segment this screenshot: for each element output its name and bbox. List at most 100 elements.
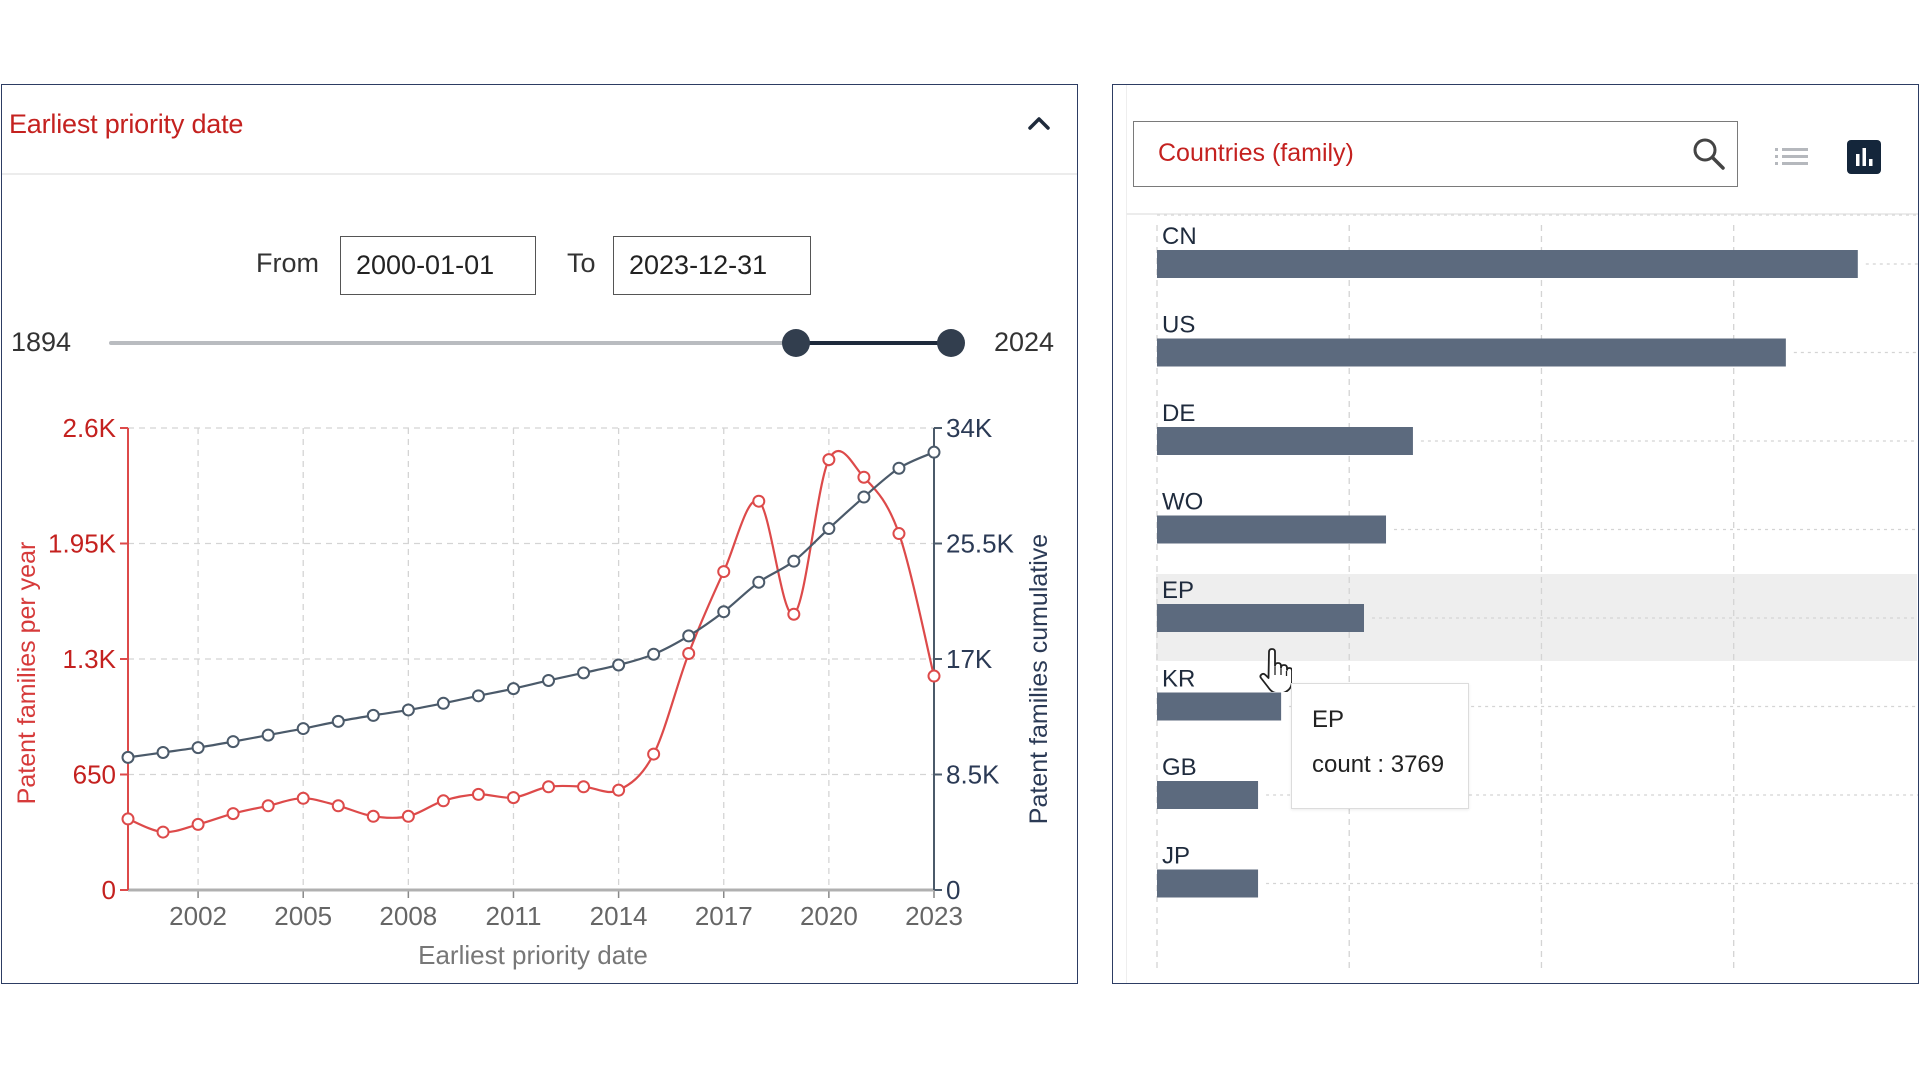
bar-wo [1157, 515, 1387, 544]
hand-pointer-cursor-icon [1259, 648, 1292, 692]
search-icon[interactable] [1691, 136, 1727, 172]
data-point-cumulative [752, 575, 766, 589]
bar-label: KR [1162, 666, 1195, 693]
bar-gb [1157, 781, 1259, 809]
x-tick-label: 2002 [169, 901, 227, 931]
y-tick-label: 1.3K [63, 644, 117, 674]
data-point-cumulative [261, 728, 275, 742]
data-point-cumulative [892, 461, 906, 475]
data-point-cumulative [366, 708, 380, 722]
x-tick-label: 2017 [695, 901, 753, 931]
panel-title: Earliest priority date [9, 109, 244, 139]
data-point-cumulative [612, 658, 626, 672]
data-point-per-year [156, 825, 170, 839]
data-point-per-year [121, 812, 135, 826]
bar-chart-view-icon[interactable] [1847, 140, 1881, 174]
data-point-cumulative [682, 629, 696, 643]
y2-axis-title: Patent families cumulative [1025, 534, 1053, 824]
bar-label: US [1162, 312, 1195, 339]
slider-end-handle[interactable] [937, 329, 965, 357]
y2-tick-label: 17K [946, 644, 993, 674]
data-point-per-year [787, 607, 801, 621]
bar-label: CN [1162, 223, 1197, 250]
to-date-input[interactable] [613, 236, 811, 295]
bar-kr [1157, 692, 1282, 721]
data-point-per-year [296, 791, 310, 805]
data-point-cumulative [331, 714, 345, 728]
bar-label: EP [1162, 577, 1194, 604]
data-point-per-year [647, 747, 661, 761]
list-view-icon[interactable] [1773, 142, 1813, 172]
earliest-priority-date-panel: Earliest priority date From To 1894 2024… [1, 84, 1078, 984]
data-point-cumulative [156, 745, 170, 759]
inner-card [1126, 85, 1918, 983]
data-point-cumulative [542, 673, 556, 687]
bar-tooltip: EP count : 3769 [1291, 683, 1469, 809]
data-point-cumulative [787, 554, 801, 568]
data-point-per-year [717, 565, 731, 579]
bar-label: JP [1162, 843, 1190, 870]
y2-tick-label: 0 [946, 875, 960, 905]
bar-label: GB [1162, 754, 1197, 781]
from-label: From [256, 248, 319, 278]
x-tick-label: 2008 [379, 901, 437, 931]
data-point-per-year [401, 809, 415, 823]
header-divider [2, 173, 1077, 175]
data-point-per-year [436, 794, 450, 808]
x-tick-label: 2023 [905, 901, 963, 931]
data-point-cumulative [226, 735, 240, 749]
data-point-per-year [471, 787, 485, 801]
data-point-per-year [682, 646, 696, 660]
search-placeholder: Countries (family) [1158, 139, 1354, 167]
data-point-per-year [331, 799, 345, 813]
bar-de [1157, 427, 1413, 455]
data-point-per-year [927, 669, 941, 683]
data-point-cumulative [717, 605, 731, 619]
tooltip-value: count : 3769 [1312, 751, 1445, 778]
data-point-cumulative [121, 750, 135, 764]
data-point-per-year [752, 494, 766, 508]
data-point-cumulative [471, 689, 485, 703]
date-range-slider-selection [795, 341, 951, 345]
slider-start-handle[interactable] [781, 329, 810, 357]
data-point-cumulative [506, 682, 520, 696]
data-point-cumulative [401, 703, 415, 717]
date-range-slider-track[interactable] [109, 341, 951, 345]
bar-label: WO [1162, 489, 1203, 516]
tooltip-title: EP [1312, 706, 1345, 733]
y2-tick-label: 8.5K [946, 760, 1000, 790]
data-point-cumulative [436, 696, 450, 710]
data-point-per-year [612, 783, 626, 797]
x-tick-label: 2005 [274, 901, 332, 931]
bar-us [1157, 338, 1786, 367]
slider-max-label: 2024 [994, 327, 1055, 357]
data-point-per-year [822, 453, 836, 467]
bar-jp [1157, 869, 1259, 898]
toolbar-divider [1126, 213, 1918, 215]
countries-family-panel: Countries (family) CN US DE WO EP KR GB JP EP c… [1112, 84, 1919, 984]
data-point-cumulative [577, 666, 591, 680]
series-line-cumulative [127, 451, 935, 759]
to-label: To [567, 248, 596, 278]
data-point-per-year [226, 807, 240, 821]
data-point-per-year [261, 799, 275, 813]
x-tick-label: 2020 [800, 901, 858, 931]
data-point-cumulative [191, 741, 205, 755]
y-tick-label: 0 [102, 875, 116, 905]
y2-tick-label: 25.5K [946, 529, 1015, 559]
countries-bar-chart: CN US DE WO EP KR GB JP [1156, 214, 1918, 973]
y-tick-label: 1.95K [48, 529, 117, 559]
bar-cn [1157, 250, 1858, 278]
from-date-input[interactable] [340, 236, 536, 295]
data-point-per-year [542, 780, 556, 794]
data-point-cumulative [647, 647, 661, 661]
y-tick-label: 650 [73, 760, 116, 790]
data-point-per-year [892, 527, 906, 541]
data-point-cumulative [822, 522, 836, 536]
countries-search-field[interactable]: Countries (family) [1133, 121, 1738, 187]
chevron-up-icon[interactable] [1025, 111, 1053, 135]
data-point-cumulative [927, 445, 941, 459]
x-tick-label: 2014 [590, 901, 648, 931]
data-point-per-year [857, 470, 871, 484]
data-point-cumulative [296, 722, 310, 736]
